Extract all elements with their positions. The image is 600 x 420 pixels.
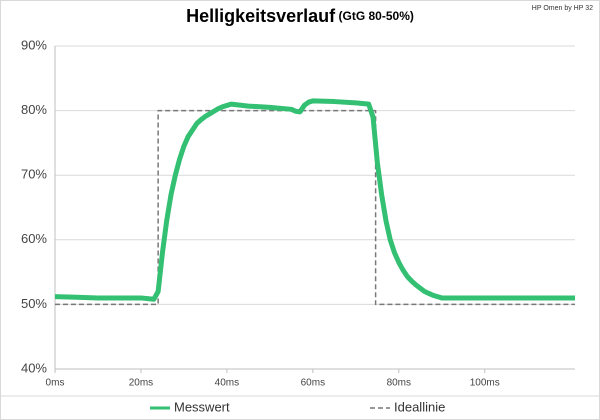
chart-title: Helligkeitsverlauf — [186, 6, 336, 26]
x-tick-label: 80ms — [387, 378, 411, 389]
y-tick-label: 40% — [21, 360, 47, 375]
x-tick-label: 60ms — [301, 378, 325, 389]
annotation: HP Omen by HP 32 — [532, 5, 593, 12]
x-tick-label: 40ms — [215, 378, 239, 389]
x-tick-label: 100ms — [470, 378, 500, 389]
y-tick-label: 70% — [21, 167, 47, 182]
x-tick-label: 20ms — [129, 378, 153, 389]
chart-title-group: Helligkeitsverlauf (GtG 80-50%) — [186, 6, 414, 26]
y-tick-label: 90% — [21, 37, 47, 52]
series-line — [54, 98, 575, 302]
chart-subtitle: (GtG 80-50%) — [339, 9, 414, 23]
legend-label: Messwert — [174, 399, 230, 414]
y-tick-label: 60% — [21, 231, 47, 246]
legend-label: Ideallinie — [394, 399, 445, 414]
x-tick-label: 0ms — [46, 378, 65, 389]
y-tick-label: 80% — [21, 102, 47, 117]
y-tick-label: 50% — [21, 296, 47, 311]
